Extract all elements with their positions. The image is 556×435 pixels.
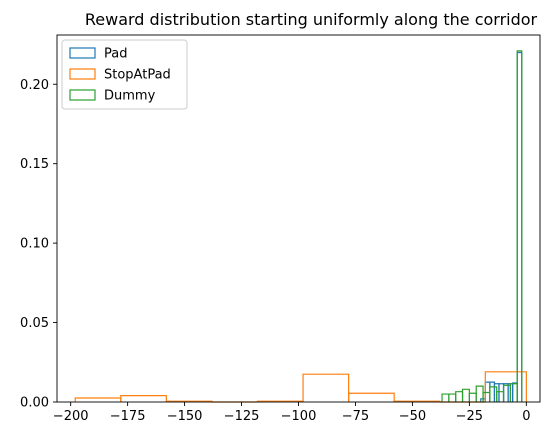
legend-label-pad: Pad xyxy=(104,47,127,62)
x-tick-label: −100 xyxy=(281,409,317,424)
x-tick-label: 0 xyxy=(522,409,530,424)
x-tick-label: −175 xyxy=(110,409,146,424)
axes-layer: −200 −175 −150 −125 −100 −75 −50 −25 0 0.00 0.05 0.… xyxy=(20,34,541,424)
hist-bin-stopatpad-9 xyxy=(484,371,527,402)
legend-box xyxy=(61,39,188,110)
x-tick-label: −200 xyxy=(53,409,89,424)
legend-swatch-stopatpad xyxy=(69,68,96,80)
x-tick-label: −75 xyxy=(342,409,369,424)
hist-bin-dummy-11 xyxy=(516,50,523,402)
legend-label-dummy: Dummy xyxy=(104,89,156,104)
y-tick-label: 0.00 xyxy=(20,396,49,411)
y-tick-label: 0.05 xyxy=(20,316,49,331)
series-stopatpad xyxy=(74,371,527,403)
hist-bin-stopatpad-5 xyxy=(302,373,350,402)
x-tick-label: −150 xyxy=(167,409,203,424)
legend-label-stopatpad: StopAtPad xyxy=(104,68,171,83)
y-tick-label: 0.20 xyxy=(20,78,49,93)
legend-swatch-pad xyxy=(69,47,96,59)
y-tick-label: 0.15 xyxy=(20,157,49,172)
x-tick-label: −125 xyxy=(224,409,260,424)
x-tick-label: −50 xyxy=(399,409,426,424)
series-dummy xyxy=(441,50,523,402)
legend: Pad StopAtPad Dummy xyxy=(61,39,188,110)
hist-bin-stopatpad-1 xyxy=(120,395,167,402)
x-tick-label: −25 xyxy=(456,409,483,424)
hist-bin-stopatpad-6 xyxy=(348,392,395,402)
legend-swatch-dummy xyxy=(69,89,96,101)
chart-title: Reward distribution starting uniformly a… xyxy=(85,10,538,29)
y-tick-label: 0.10 xyxy=(20,237,49,252)
series-layer xyxy=(74,50,527,403)
